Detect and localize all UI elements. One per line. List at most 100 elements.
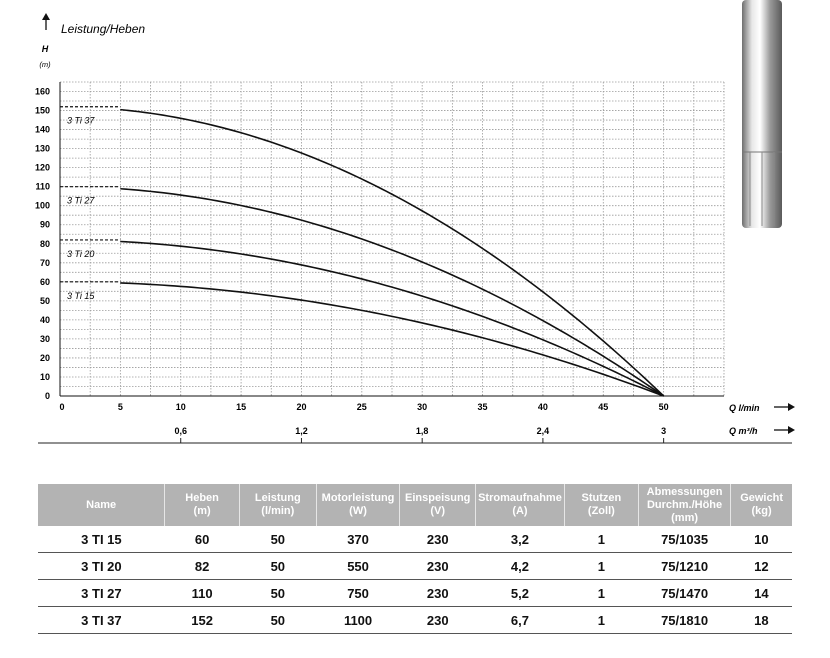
curve-line [120, 108, 665, 397]
pump-curve-chart: 0102030405060708090100110120130140150160… [35, 13, 795, 444]
table-cell: 1 [564, 552, 639, 580]
y-tick-label: 100 [35, 201, 50, 211]
column-header: Motorleistung (W) [315, 484, 400, 526]
x-tick-label: 10 [176, 402, 186, 412]
table-cell: 50 [239, 606, 317, 634]
y-tick-label: 130 [35, 144, 50, 154]
y-tick-label: 10 [40, 372, 50, 382]
y-tick-label: 50 [40, 296, 50, 306]
column-header-text: Heben [185, 492, 219, 504]
series-label: 3 Ti 15 [67, 291, 95, 301]
curve-line [120, 240, 665, 397]
y-tick-label: 60 [40, 277, 50, 287]
column-header-text: Abmessungen [646, 485, 723, 498]
table-row: 3 TI 15 60 50 370 230 3,2 1 75/1035 10 [38, 526, 792, 553]
table-cell: 75/1035 [638, 526, 731, 553]
table-cell: 3,2 [475, 526, 565, 553]
column-header-text: Leistung [254, 492, 301, 504]
y-tick-label: 20 [40, 353, 50, 363]
table-cell: 230 [399, 579, 476, 607]
x-tick-label: 30 [417, 402, 427, 412]
x-tick-label: 25 [357, 402, 367, 412]
y-tick-label: 30 [40, 334, 50, 344]
column-header: Abmessungen Durchm./Höhe (mm) [637, 484, 731, 526]
table-cell: 3 TI 15 [38, 526, 165, 553]
column-header-text: (m) [193, 505, 211, 517]
series-label: 3 Ti 37 [67, 116, 95, 126]
table-cell: 1 [564, 526, 639, 553]
x-tick-label: 15 [236, 402, 246, 412]
x-tick-label: 40 [538, 402, 548, 412]
y-axis-label: H [42, 44, 49, 54]
table-cell: 3 TI 20 [38, 552, 165, 580]
table-cell: 3 TI 37 [38, 606, 165, 634]
x-tick-label: 35 [478, 402, 488, 412]
column-header-text: (Zoll) [587, 505, 615, 517]
curve-line [120, 282, 664, 397]
table-body: 3 TI 15 60 50 370 230 3,2 1 75/1035 10 3 TI 20 82 5… [38, 526, 792, 634]
series-label: 3 Ti 27 [67, 196, 95, 206]
x2-axis-label: Q m³/h [729, 426, 758, 436]
table-cell: 370 [316, 526, 400, 553]
secondary-x-tick-label: 3 [661, 426, 666, 436]
x-axis-arrow-head [788, 403, 795, 411]
secondary-x-tick-label: 0,6 [174, 426, 187, 436]
table-cell: 110 [164, 579, 240, 607]
axes [38, 13, 795, 444]
table-cell: 1 [564, 579, 639, 607]
table-cell: 750 [316, 579, 400, 607]
y-axis-unit: (m) [39, 60, 51, 69]
table-cell: 230 [399, 526, 476, 553]
table-cell: 152 [164, 606, 240, 634]
x-tick-label: 5 [118, 402, 123, 412]
y-tick-label: 160 [35, 87, 50, 97]
x-tick-label: 0 [59, 402, 64, 412]
table-cell: 550 [316, 552, 400, 580]
x-tick-label: 20 [296, 402, 306, 412]
y-tick-label: 0 [45, 391, 50, 401]
table-cell: 18 [730, 606, 792, 634]
column-header: Heben (m) [164, 484, 240, 526]
table-row: 3 TI 27 110 50 750 230 5,2 1 75/1470 14 [38, 579, 792, 607]
column-header-text: Durchm./Höhe [646, 498, 723, 511]
y-tick-label: 140 [35, 125, 50, 135]
table-cell: 4,2 [475, 552, 565, 580]
performance-curves [60, 106, 665, 397]
column-header-text: Einspeisung [405, 492, 471, 504]
chart-title: Leistung/Heben [61, 22, 145, 36]
column-header-text: (mm) [671, 511, 699, 524]
grid [60, 81, 725, 396]
table-cell: 60 [164, 526, 240, 553]
column-header-text: Motorleistung [321, 492, 395, 504]
table-cell: 50 [239, 552, 317, 580]
table-row: 3 TI 37 152 50 1100 230 6,7 1 75/1810 18 [38, 606, 792, 634]
column-header-text: (V) [430, 505, 446, 517]
table-cell: 75/1210 [638, 552, 731, 580]
column-header-text: (kg) [751, 505, 772, 517]
y-tick-label: 40 [40, 315, 50, 325]
column-header-text: Stromaufnahme [478, 492, 562, 504]
y-tick-label: 110 [35, 182, 50, 192]
secondary-x-tick-label: 1,2 [295, 426, 308, 436]
table-cell: 6,7 [475, 606, 565, 634]
column-header-text: Gewicht [740, 492, 783, 504]
column-header: Leistung (l/min) [238, 484, 317, 526]
table-cell: 50 [239, 579, 317, 607]
y-tick-label: 120 [35, 163, 50, 173]
table-cell: 1 [564, 606, 639, 634]
pump-product-image [742, 0, 782, 228]
curve-line [120, 187, 665, 397]
table-cell: 75/1470 [638, 579, 731, 607]
column-header-text: (A) [512, 505, 528, 517]
table-header-row: Name Heben (m) Leistung (l/min) Motorleistung… [38, 484, 792, 526]
secondary-x-tick-label: 1,8 [416, 426, 429, 436]
column-header-text: (W) [349, 505, 367, 517]
column-header-text: (l/min) [261, 505, 295, 517]
column-header-text: Name [86, 498, 117, 511]
x2-axis-arrow-head [788, 426, 795, 434]
table-cell: 230 [399, 552, 476, 580]
column-header: Stutzen (Zoll) [563, 484, 639, 526]
series-label: 3 Ti 20 [67, 249, 94, 259]
table-cell: 82 [164, 552, 240, 580]
column-header: Gewicht (kg) [730, 484, 792, 526]
